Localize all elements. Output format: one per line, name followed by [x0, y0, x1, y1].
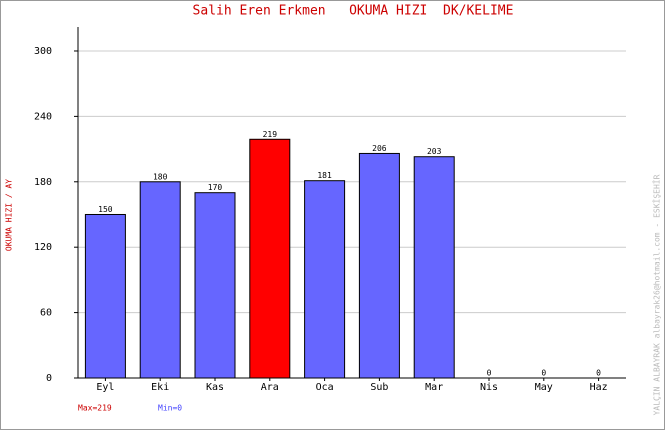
- value-label: 203: [427, 147, 442, 156]
- x-tick-label: Haz: [590, 382, 608, 393]
- x-tick-label: Eki: [151, 382, 169, 393]
- y-tick-label: 180: [34, 177, 52, 188]
- x-tick-label: Eyl: [96, 382, 114, 393]
- x-tick-label: Kas: [206, 382, 224, 393]
- bar: [413, 156, 455, 379]
- bar: [84, 213, 126, 379]
- max-note: Max=219: [78, 404, 112, 413]
- bar: [194, 192, 236, 379]
- bar: [249, 138, 291, 379]
- y-tick-label: 120: [34, 242, 52, 253]
- value-label: 0: [487, 369, 492, 378]
- y-tick-label: 60: [40, 308, 52, 319]
- value-label: 0: [596, 369, 601, 378]
- x-tick-label: Oca: [316, 382, 334, 393]
- side-note: YALÇIN ALBAYRAK albayrak26@hotmail.com -…: [652, 174, 662, 415]
- y-tick-label: 300: [34, 46, 52, 57]
- value-label: 0: [541, 369, 546, 378]
- value-label: 206: [372, 144, 387, 153]
- value-label: 180: [153, 172, 168, 181]
- x-tick-label: Ara: [261, 382, 279, 393]
- bar: [358, 152, 400, 379]
- y-axis-label: OKUMA HIZI / AY: [5, 179, 14, 251]
- value-label: 181: [317, 171, 332, 180]
- chart-title: Salih Eren Erkmen OKUMA HIZI DK/KELIME: [193, 4, 514, 19]
- bar: [139, 181, 181, 379]
- value-label: 170: [208, 183, 223, 192]
- x-tick-label: Sub: [370, 382, 388, 393]
- x-tick-label: May: [535, 382, 553, 393]
- value-label: 150: [98, 205, 113, 214]
- y-tick-label: 0: [46, 373, 52, 384]
- x-tick-label: Nis: [480, 382, 498, 393]
- min-note: Min=0: [158, 404, 182, 413]
- x-tick-label: Mar: [425, 382, 443, 393]
- y-tick-label: 240: [34, 111, 52, 122]
- bar: [304, 180, 346, 379]
- value-label: 219: [263, 130, 278, 139]
